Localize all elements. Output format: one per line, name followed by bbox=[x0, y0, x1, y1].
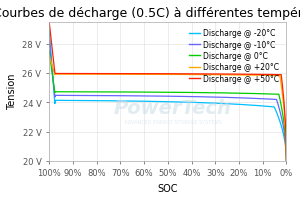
Discharge @ -20°C bbox=[176, 101, 179, 104]
Discharge @ +50°C bbox=[161, 73, 165, 76]
Discharge @ -20°C bbox=[161, 101, 165, 103]
Discharge @ -10°C bbox=[160, 95, 164, 98]
Discharge @ 0°C bbox=[176, 92, 179, 94]
Discharge @ +20°C bbox=[285, 160, 288, 162]
Discharge @ -20°C bbox=[189, 102, 192, 104]
Discharge @ 0°C bbox=[47, 50, 51, 53]
Discharge @ -20°C bbox=[279, 123, 283, 126]
Discharge @ -10°C bbox=[189, 96, 192, 98]
Discharge @ +50°C bbox=[160, 73, 164, 76]
Discharge @ -10°C bbox=[47, 40, 51, 43]
Discharge @ -10°C bbox=[279, 113, 283, 116]
Discharge @ -20°C bbox=[242, 104, 245, 106]
Line: Discharge @ 0°C: Discharge @ 0°C bbox=[49, 52, 286, 161]
Discharge @ +50°C bbox=[242, 74, 245, 76]
Discharge @ -10°C bbox=[285, 160, 288, 162]
X-axis label: SOC: SOC bbox=[158, 183, 178, 193]
Discharge @ +50°C bbox=[176, 73, 179, 76]
Discharge @ +20°C bbox=[189, 74, 192, 76]
Discharge @ +50°C bbox=[279, 74, 283, 76]
Discharge @ +20°C bbox=[161, 74, 165, 76]
Discharge @ -10°C bbox=[161, 95, 165, 98]
Y-axis label: Tension: Tension bbox=[7, 74, 17, 110]
Line: Discharge @ -20°C: Discharge @ -20°C bbox=[49, 30, 286, 161]
Discharge @ +20°C bbox=[47, 55, 51, 57]
Title: Courbes de décharge (0.5C) à différentes températures: Courbes de décharge (0.5C) à différentes… bbox=[0, 7, 300, 20]
Text: PowerTech: PowerTech bbox=[114, 99, 232, 118]
Discharge @ 0°C bbox=[161, 92, 165, 94]
Discharge @ 0°C bbox=[189, 92, 192, 94]
Discharge @ 0°C bbox=[285, 160, 288, 162]
Discharge @ -20°C bbox=[47, 28, 51, 31]
Discharge @ 0°C bbox=[160, 92, 164, 94]
Discharge @ 0°C bbox=[279, 102, 283, 105]
Legend: Discharge @ -20°C, Discharge @ -10°C, Discharge @ 0°C, Discharge @ +20°C, Discha: Discharge @ -20°C, Discharge @ -10°C, Di… bbox=[186, 26, 283, 86]
Discharge @ -20°C bbox=[285, 160, 288, 162]
Discharge @ -10°C bbox=[242, 97, 245, 100]
Line: Discharge @ -10°C: Discharge @ -10°C bbox=[49, 41, 286, 161]
Line: Discharge @ +20°C: Discharge @ +20°C bbox=[49, 56, 286, 161]
Discharge @ -10°C bbox=[176, 96, 179, 98]
Line: Discharge @ +50°C: Discharge @ +50°C bbox=[49, 22, 286, 161]
Discharge @ 0°C bbox=[242, 93, 245, 95]
Discharge @ +20°C bbox=[242, 74, 245, 77]
Discharge @ +20°C bbox=[160, 74, 164, 76]
Text: ADVANCED ENERGY STORAGE SYSTEMS: ADVANCED ENERGY STORAGE SYSTEMS bbox=[124, 120, 221, 125]
Discharge @ +20°C bbox=[279, 81, 283, 84]
Discharge @ +50°C bbox=[285, 160, 288, 162]
Discharge @ +20°C bbox=[176, 74, 179, 76]
Discharge @ -20°C bbox=[160, 101, 164, 103]
Discharge @ +50°C bbox=[47, 21, 51, 24]
Discharge @ +50°C bbox=[189, 73, 192, 76]
